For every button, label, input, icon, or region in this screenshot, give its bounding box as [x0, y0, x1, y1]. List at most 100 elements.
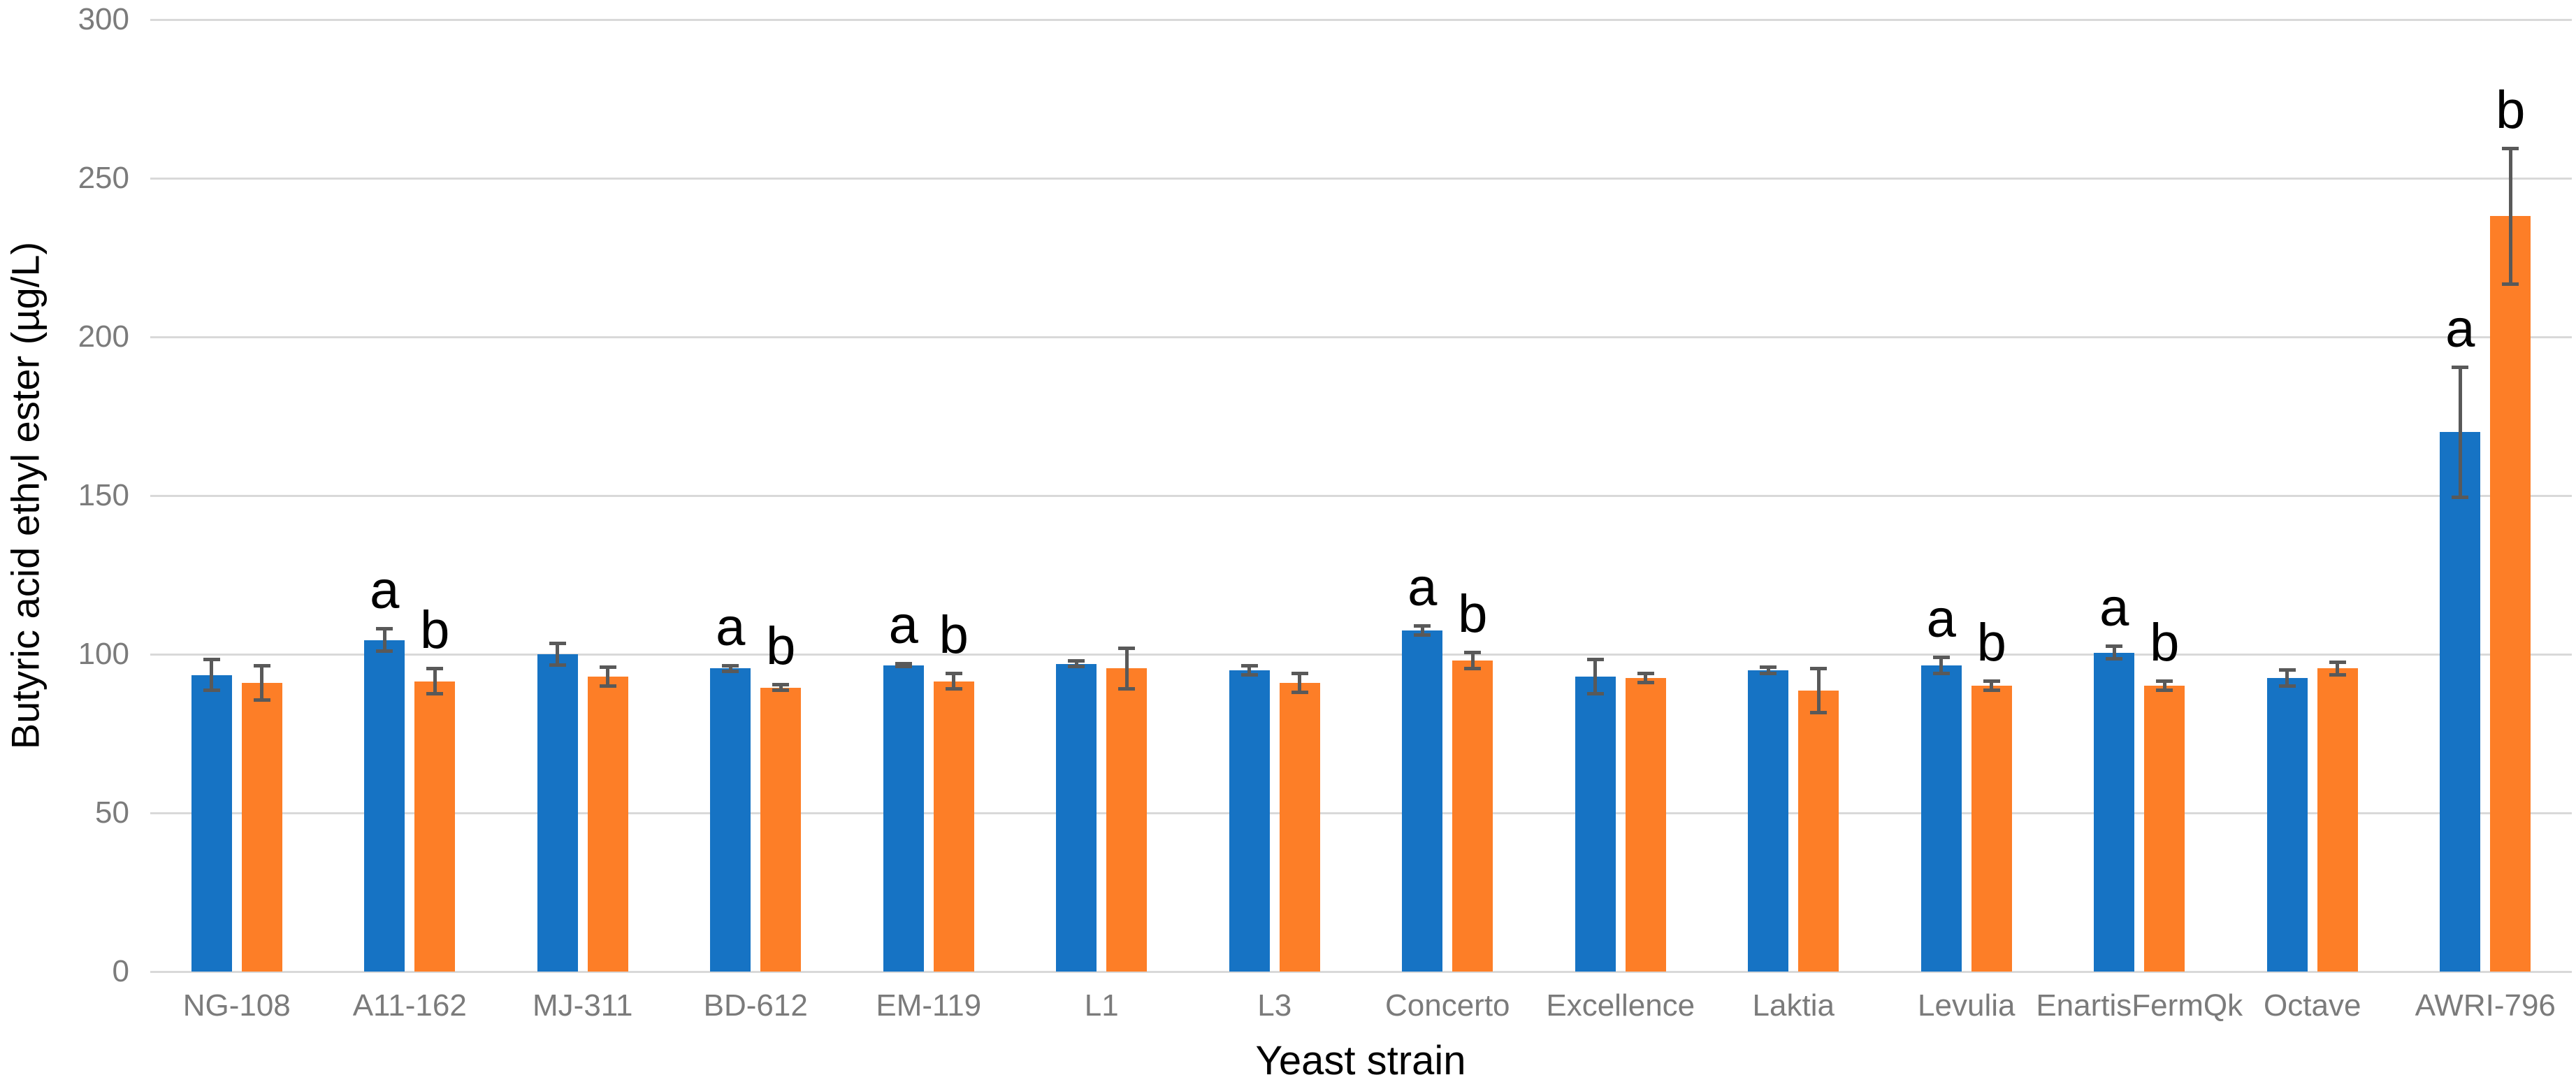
gridline-0 [150, 970, 2572, 973]
y-tick-label-50: 50 [95, 795, 129, 830]
error-bar-cap-bottom [1118, 687, 1136, 691]
error-bar-cap-top [1637, 671, 1654, 675]
error-bar-orange-BD-612 [772, 682, 790, 693]
error-bar-line [1420, 623, 1424, 637]
error-bar-cap-bottom [2329, 672, 2346, 677]
error-bar-line [952, 671, 956, 691]
error-bar-cap-top [1983, 679, 2000, 684]
significance-letter-a-A11-162: a [370, 561, 400, 621]
error-bar-line [1766, 665, 1770, 675]
bar-slot-orange-Concerto: b [1452, 20, 1493, 972]
error-bar-cap-top [2106, 644, 2123, 649]
bar-groups: NG-108 a b A11-162 MJ-311 a b BD-612 a b EM-119 L1 L… [150, 20, 2573, 1023]
error-bar-cap-top [1291, 671, 1308, 675]
bar-slot-orange-L3 [1279, 20, 1320, 972]
bar-orange-MJ-311 [587, 676, 628, 972]
error-bar-orange-EM-119 [945, 671, 962, 691]
error-bar-cap-top [1118, 646, 1136, 650]
bar-group-AWRI-796: a b AWRI-796 [2399, 20, 2573, 1023]
significance-letter-a-Concerto: a [1408, 557, 1438, 617]
category-label-Excellence: Excellence [1546, 988, 1695, 1023]
bar-orange-BD-612 [760, 687, 802, 972]
error-bar-line [2508, 146, 2512, 287]
bar-group-Levulia: a b Levulia [1880, 20, 2053, 1023]
error-bar-line [2112, 644, 2116, 661]
bar-group-Laktia: Laktia [1707, 20, 1881, 1023]
bar-slot-orange-Laktia [1798, 20, 1839, 972]
error-bar-cap-bottom [1932, 671, 1950, 675]
error-bar-cap-bottom [549, 663, 566, 668]
error-bar-orange-L1 [1118, 646, 1136, 691]
error-bar-cap-bottom [2452, 495, 2469, 499]
category-label-Laktia: Laktia [1752, 988, 1835, 1023]
error-bar-blue-Levulia [1932, 656, 1950, 675]
error-bar-orange-AWRI-796 [2502, 146, 2519, 287]
bar-orange-Levulia [1971, 686, 2012, 972]
error-bar-blue-EM-119 [895, 662, 912, 669]
category-label-BD-612: BD-612 [703, 988, 808, 1023]
error-bar-cap-top [1068, 658, 1085, 663]
error-bar-cap-bottom [376, 649, 393, 653]
bar-slot-orange-A11-162: b [414, 20, 456, 972]
error-bar-orange-EnartisFermQk [2156, 679, 2173, 693]
significance-letter-a-AWRI-796: a [2445, 298, 2475, 359]
error-bar-cap-bottom [1240, 672, 1258, 677]
bar-group-A11-162: a b A11-162 [324, 20, 497, 1023]
error-bar-blue-A11-162 [376, 627, 393, 653]
error-bar-cap-bottom [2278, 684, 2296, 688]
error-bar-orange-Excellence [1637, 671, 1654, 685]
error-bar-blue-AWRI-796 [2452, 365, 2469, 499]
error-bar-cap-top [2502, 146, 2519, 150]
category-label-A11-162: A11-162 [352, 988, 467, 1023]
significance-letter-b-BD-612: b [766, 616, 796, 676]
error-bar-line [2162, 679, 2166, 693]
error-bar-cap-bottom [1810, 711, 1828, 715]
bar-group-NG-108: NG-108 [150, 20, 324, 1023]
error-bar-line [382, 627, 386, 653]
error-bar-line [779, 682, 783, 693]
significance-letter-b-Levulia: b [1976, 613, 2006, 673]
y-tick-label-100: 100 [78, 637, 129, 671]
bar-slot-orange-EnartisFermQk: b [2144, 20, 2185, 972]
error-bar-cap-bottom [895, 665, 912, 669]
bar-group-L1: L1 [1015, 20, 1189, 1023]
error-bar-blue-Excellence [1586, 657, 1604, 696]
bar-blue-NG-108 [191, 675, 232, 972]
error-bar-blue-L3 [1240, 663, 1258, 677]
error-bar-blue-BD-612 [722, 663, 739, 674]
bar-blue-Concerto [1402, 630, 1443, 972]
error-bar-orange-Laktia [1810, 667, 1828, 715]
bar-blue-Excellence [1575, 676, 1616, 972]
error-bar-orange-NG-108 [253, 663, 270, 702]
bar-group-EM-119: a b EM-119 [842, 20, 1015, 1023]
error-bar-cap-bottom [253, 698, 270, 702]
error-bar-cap-top [1586, 657, 1604, 661]
error-bar-line [1644, 671, 1648, 685]
error-bar-cap-bottom [1637, 681, 1654, 685]
error-bar-cap-top [203, 657, 220, 661]
bar-blue-MJ-311 [537, 654, 578, 972]
error-bar-cap-bottom [2156, 688, 2173, 693]
bar-orange-EM-119 [933, 681, 974, 972]
bar-slot-blue-L1 [1056, 20, 1097, 972]
error-bar-cap-bottom [1586, 692, 1604, 696]
bar-group-Octave: Octave [2226, 20, 2399, 1023]
error-bar-cap-bottom [1068, 665, 1085, 669]
error-bar-line [1074, 658, 1078, 669]
bar-orange-Concerto [1452, 661, 1493, 972]
y-tick-label-200: 200 [78, 319, 129, 354]
error-bar-blue-Octave [2278, 668, 2296, 688]
significance-letter-b-AWRI-796: b [2496, 80, 2526, 140]
error-bar-line [1470, 651, 1475, 670]
category-label-L3: L3 [1257, 988, 1292, 1023]
bar-slot-orange-Octave [2317, 20, 2358, 972]
error-bar-orange-MJ-311 [599, 665, 616, 688]
bar-orange-L3 [1279, 682, 1320, 972]
bar-blue-L3 [1229, 670, 1270, 972]
significance-letter-a-BD-612: a [716, 597, 746, 657]
category-label-Octave: Octave [2264, 988, 2361, 1023]
significance-letter-b-A11-162: b [420, 600, 450, 661]
error-bar-cap-bottom [1760, 671, 1777, 675]
error-bar-line [1124, 646, 1129, 691]
